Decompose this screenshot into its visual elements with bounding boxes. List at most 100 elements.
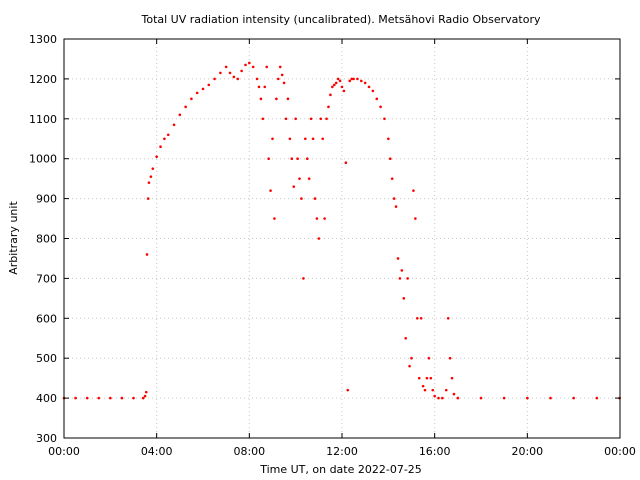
data-point bbox=[151, 167, 155, 170]
data-point bbox=[305, 157, 309, 160]
data-point bbox=[269, 189, 272, 192]
data-point bbox=[319, 117, 323, 121]
data-point bbox=[408, 364, 411, 368]
data-point bbox=[437, 396, 440, 400]
data-point bbox=[195, 91, 199, 95]
x-tick-label: 00:00 bbox=[48, 445, 80, 458]
data-point bbox=[286, 97, 290, 101]
data-point bbox=[367, 85, 371, 89]
data-point bbox=[334, 81, 338, 85]
data-point bbox=[344, 161, 348, 164]
data-points bbox=[62, 61, 621, 400]
data-point bbox=[201, 87, 205, 91]
data-point bbox=[388, 157, 392, 160]
data-point bbox=[85, 396, 89, 400]
y-tick-label: 900 bbox=[36, 193, 57, 206]
data-point bbox=[390, 177, 394, 180]
data-point bbox=[394, 205, 398, 208]
data-point bbox=[332, 83, 336, 87]
data-point bbox=[572, 396, 575, 400]
data-point bbox=[417, 376, 421, 380]
data-point bbox=[224, 65, 228, 69]
data-point bbox=[446, 317, 450, 320]
data-point bbox=[300, 197, 303, 200]
data-point bbox=[288, 137, 292, 141]
y-tick-label: 500 bbox=[36, 352, 57, 365]
data-point bbox=[282, 81, 286, 85]
data-point bbox=[415, 317, 419, 320]
data-point bbox=[244, 63, 247, 67]
data-point bbox=[219, 71, 222, 75]
data-point bbox=[120, 396, 124, 400]
data-point bbox=[232, 75, 236, 79]
data-point bbox=[348, 79, 352, 83]
data-point bbox=[329, 93, 332, 97]
y-tick-label: 1000 bbox=[29, 153, 57, 166]
data-point bbox=[402, 297, 406, 300]
data-point bbox=[321, 137, 324, 141]
data-point bbox=[336, 77, 340, 81]
data-point bbox=[159, 145, 162, 149]
data-point bbox=[141, 396, 145, 400]
data-point bbox=[261, 117, 265, 121]
data-point bbox=[414, 217, 417, 220]
data-point bbox=[526, 396, 529, 400]
data-point bbox=[433, 394, 436, 398]
data-point bbox=[412, 189, 415, 192]
data-point bbox=[406, 277, 409, 280]
data-point bbox=[309, 117, 313, 121]
x-tick-label: 00:00 bbox=[604, 445, 636, 458]
data-point bbox=[379, 105, 382, 109]
data-point bbox=[267, 157, 270, 160]
data-point bbox=[271, 137, 274, 141]
data-point bbox=[371, 89, 375, 93]
y-tick-label: 700 bbox=[36, 272, 57, 285]
x-tick-label: 12:00 bbox=[326, 445, 358, 458]
data-point bbox=[146, 197, 150, 200]
data-point bbox=[410, 356, 413, 360]
data-point bbox=[143, 394, 147, 398]
data-point bbox=[331, 85, 334, 89]
data-point bbox=[456, 396, 460, 400]
y-tick-label: 400 bbox=[36, 392, 57, 405]
data-point bbox=[549, 396, 552, 400]
y-tick-label: 800 bbox=[36, 233, 57, 246]
data-point bbox=[109, 396, 112, 400]
data-point bbox=[190, 97, 193, 101]
data-point bbox=[149, 175, 153, 178]
data-point bbox=[294, 117, 297, 121]
data-point bbox=[479, 396, 483, 400]
data-point bbox=[163, 137, 166, 141]
data-point bbox=[263, 85, 267, 89]
y-tick-label: 300 bbox=[36, 432, 57, 445]
data-point bbox=[340, 85, 344, 89]
data-point bbox=[375, 97, 379, 101]
data-point bbox=[441, 396, 444, 400]
data-point bbox=[315, 217, 319, 220]
data-point bbox=[304, 137, 307, 141]
data-point bbox=[155, 155, 158, 159]
data-point bbox=[298, 177, 301, 180]
data-point bbox=[431, 388, 435, 392]
data-point bbox=[166, 133, 170, 137]
data-point bbox=[423, 388, 427, 392]
data-point bbox=[284, 117, 288, 121]
x-axis-label: Time UT, on date 2022-07-25 bbox=[259, 463, 422, 476]
data-point bbox=[363, 81, 367, 85]
x-tick-label: 08:00 bbox=[233, 445, 265, 458]
data-point bbox=[352, 77, 355, 81]
x-tick-label: 04:00 bbox=[141, 445, 173, 458]
data-point bbox=[251, 65, 255, 69]
data-point bbox=[292, 185, 296, 188]
data-point bbox=[273, 217, 276, 220]
data-point bbox=[144, 390, 148, 394]
data-point bbox=[276, 77, 280, 81]
data-point bbox=[259, 97, 263, 101]
data-point bbox=[265, 65, 269, 69]
data-point bbox=[346, 388, 350, 392]
data-point bbox=[317, 237, 321, 240]
grid bbox=[64, 39, 620, 438]
data-point bbox=[448, 356, 452, 360]
data-point bbox=[236, 77, 240, 81]
data-point bbox=[257, 85, 261, 89]
